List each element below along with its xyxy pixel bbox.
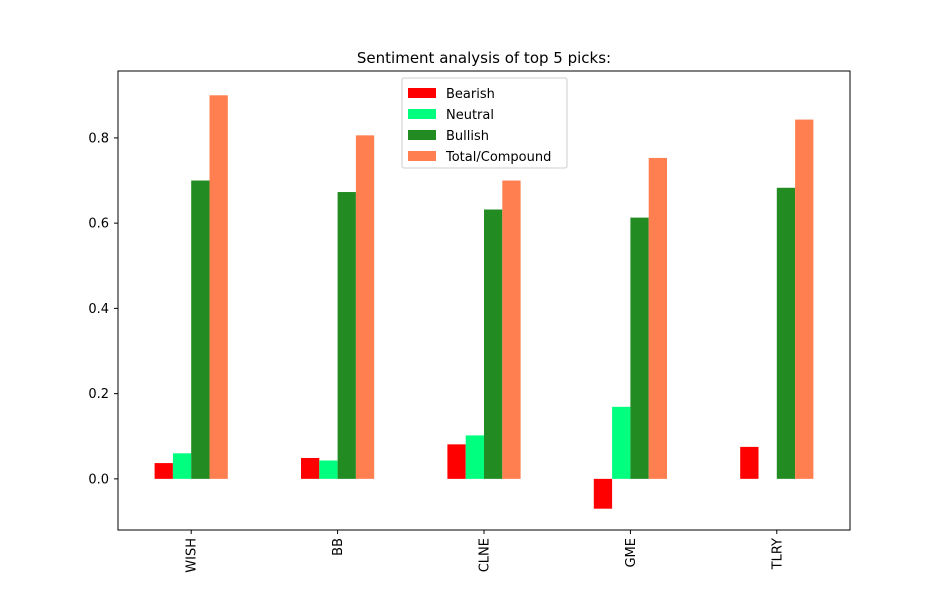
x-tick-label-bb: BB: [331, 538, 346, 556]
legend-label-bullish: Bullish: [446, 129, 489, 144]
y-axis: 0.0 0.2 0.4 0.6 0.8: [88, 131, 118, 487]
bar-total-compound-tlry: [795, 119, 814, 479]
legend-label-neutral: Neutral: [446, 108, 494, 123]
y-tick-label: 0.0: [88, 472, 109, 487]
x-tick-label-gme: GME: [624, 538, 639, 568]
bar-bearish-clne: [447, 444, 466, 479]
legend-swatch-neutral: [408, 109, 436, 119]
y-tick-label: 0.4: [88, 302, 109, 317]
bar-total-compound-wish: [209, 95, 228, 479]
x-tick-label-tlry: TLRY: [770, 538, 785, 570]
y-tick-label: 0.8: [88, 131, 109, 146]
bar-bullish-clne: [484, 209, 503, 479]
bar-bullish-bb: [337, 192, 356, 479]
x-tick-label-wish: WISH: [185, 538, 200, 573]
legend-swatch-total-compound: [408, 151, 436, 161]
y-tick-label: 0.6: [88, 217, 109, 232]
legend-swatch-bullish: [408, 130, 436, 140]
legend-box: [401, 77, 568, 169]
bar-bearish-tlry: [740, 446, 759, 479]
legend-swatch-bearish: [408, 88, 436, 98]
legend: Bearish Neutral Bullish Total/Compound: [401, 77, 568, 169]
x-axis: WISH BB CLNE GME TLRY: [185, 530, 785, 573]
bar-neutral-clne: [465, 435, 484, 479]
bar-neutral-wish: [172, 453, 192, 479]
x-tick-label-clne: CLNE: [478, 538, 493, 572]
bar-bullish-tlry: [776, 187, 796, 479]
bar-bullish-gme: [630, 217, 649, 479]
bar-total-compound-bb: [355, 135, 375, 479]
bar-bearish-gme: [593, 478, 613, 509]
legend-label-bearish: Bearish: [446, 87, 495, 102]
bar-bearish-bb: [301, 457, 320, 479]
bar-bearish-wish: [154, 463, 173, 479]
bars-layer: [154, 95, 814, 509]
y-tick-label: 0.2: [88, 387, 109, 402]
bar-neutral-bb: [319, 460, 338, 479]
bar-total-compound-gme: [648, 157, 667, 479]
legend-label-total-compound: Total/Compound: [445, 150, 551, 165]
bar-total-compound-clne: [502, 180, 521, 479]
chart-title: Sentiment analysis of top 5 picks:: [357, 49, 611, 67]
bar-neutral-gme: [612, 406, 631, 479]
bar-bullish-wish: [191, 180, 210, 479]
